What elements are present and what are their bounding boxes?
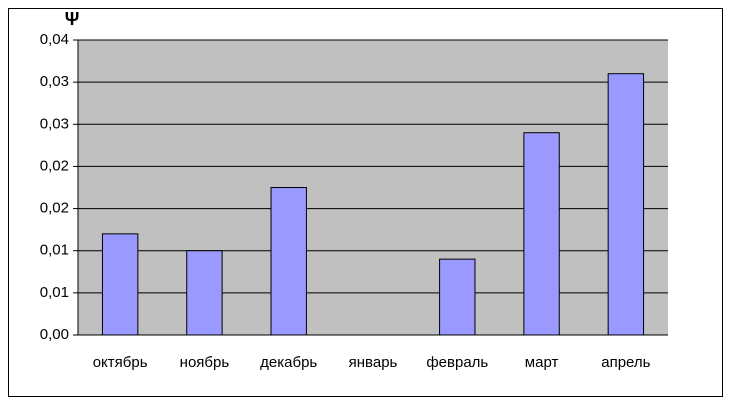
x-tick-label: декабрь <box>260 354 317 371</box>
x-tick-label: октябрь <box>93 354 148 371</box>
y-tick-label: 0,02 <box>40 157 69 174</box>
y-tick-label: 0,01 <box>40 242 69 259</box>
y-tick-label: 0,01 <box>40 284 69 301</box>
bar <box>101 233 139 336</box>
x-tick-label: апрель <box>601 354 650 371</box>
plot-area <box>78 40 668 335</box>
bar <box>439 258 476 336</box>
y-axis-label: Ψ <box>65 9 80 29</box>
y-tick-label: 0,04 <box>40 31 69 48</box>
y-tick-label: 0,00 <box>40 326 69 343</box>
bar <box>186 250 223 336</box>
bar <box>523 132 560 336</box>
x-tick-label: февраль <box>426 354 488 371</box>
y-tick-label: 0,03 <box>40 73 69 90</box>
x-tick-label: март <box>525 354 559 371</box>
y-tick-label: 0,03 <box>40 115 69 132</box>
x-tick-label: январь <box>349 354 398 371</box>
bar <box>607 73 645 336</box>
x-tick-label: ноябрь <box>180 354 230 371</box>
y-tick-label: 0,02 <box>40 200 69 217</box>
bar <box>270 187 307 336</box>
